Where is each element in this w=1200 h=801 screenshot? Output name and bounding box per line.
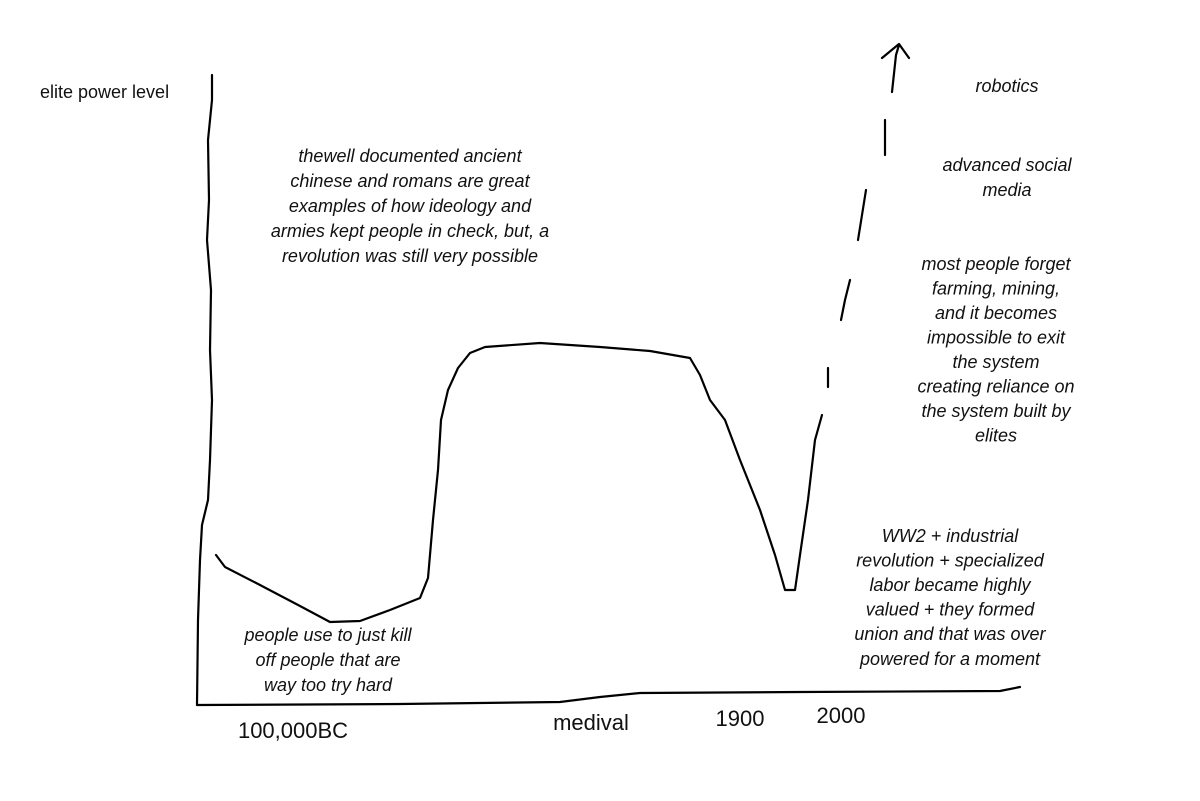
annotation-line: farming, mining, [932, 278, 1060, 298]
x-axis [195, 685, 1022, 707]
annotation-line: examples of how ideology and [289, 196, 532, 216]
annotation-line: robotics [975, 76, 1038, 96]
annotation-line: most people forget [921, 254, 1071, 274]
annotation-line: valued + they formed [866, 600, 1036, 620]
annotation-line: powered for a moment [859, 649, 1041, 669]
x-label: 100,000BC [238, 718, 348, 743]
x-label: 1900 [716, 706, 765, 731]
annotation-line: labor became highly [869, 575, 1031, 595]
annotation-line: revolution + specialized [856, 550, 1045, 570]
trend-arrow [880, 42, 911, 94]
annotation-line: thewell documented ancient [298, 146, 522, 166]
annotation-line: chinese and romans are great [290, 171, 530, 191]
annotation-line: the system [952, 352, 1039, 372]
annotation-line: way too try hard [264, 675, 393, 695]
annotation-line: WW2 + industrial [882, 526, 1020, 546]
annotation-line: people use to just kill [243, 625, 412, 645]
annotation-line: creating reliance on [917, 376, 1074, 396]
annotation-line: advanced social [942, 155, 1072, 175]
annotation-line: and it becomes [935, 303, 1057, 323]
annotation-line: union and that was over [854, 624, 1046, 644]
trend-curve [214, 341, 824, 624]
annotation-line: impossible to exit [927, 327, 1066, 347]
y-axis-label: elite power level [40, 82, 169, 102]
x-label: medival [553, 710, 629, 735]
annotation-line: elites [975, 425, 1017, 445]
annotation-line: off people that are [255, 650, 400, 670]
annotation-line: the system built by [921, 401, 1071, 421]
x-label: 2000 [817, 703, 866, 728]
annotation-line: media [982, 180, 1031, 200]
annotation-line: revolution was still very possible [282, 246, 538, 266]
annotation-line: armies kept people in check, but, a [271, 221, 549, 241]
trend-dashes [826, 118, 887, 389]
y-axis [195, 73, 214, 707]
